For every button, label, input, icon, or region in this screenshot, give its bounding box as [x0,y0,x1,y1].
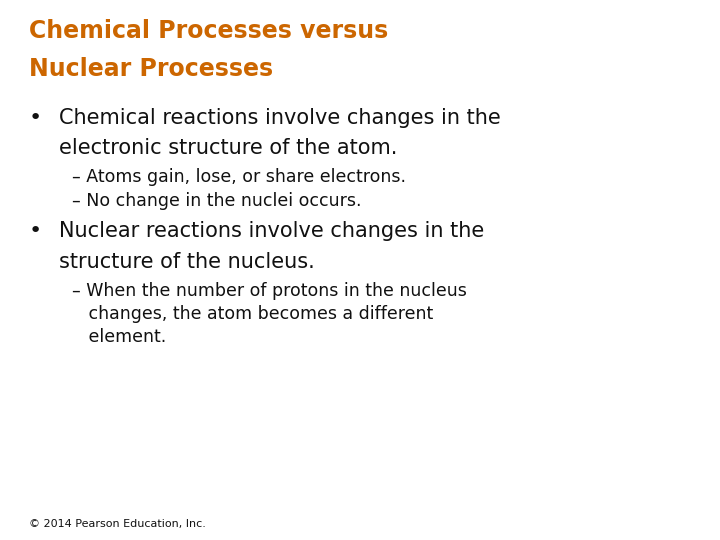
Text: Nuclear reactions involve changes in the: Nuclear reactions involve changes in the [59,221,485,241]
Text: © 2014 Pearson Education, Inc.: © 2014 Pearson Education, Inc. [29,519,206,529]
Text: Nuclear Processes: Nuclear Processes [29,57,273,80]
Text: – When the number of protons in the nucleus: – When the number of protons in the nucl… [72,282,467,300]
Text: •: • [29,108,42,128]
Text: Chemical reactions involve changes in the: Chemical reactions involve changes in th… [59,108,501,128]
Text: electronic structure of the atom.: electronic structure of the atom. [59,138,397,158]
Text: element.: element. [72,328,166,346]
Text: – Atoms gain, lose, or share electrons.: – Atoms gain, lose, or share electrons. [72,168,406,186]
Text: Chemical Processes versus: Chemical Processes versus [29,19,388,43]
Text: structure of the nucleus.: structure of the nucleus. [59,252,315,272]
Text: changes, the atom becomes a different: changes, the atom becomes a different [72,305,433,323]
Text: – No change in the nuclei occurs.: – No change in the nuclei occurs. [72,192,361,210]
Text: •: • [29,221,42,241]
